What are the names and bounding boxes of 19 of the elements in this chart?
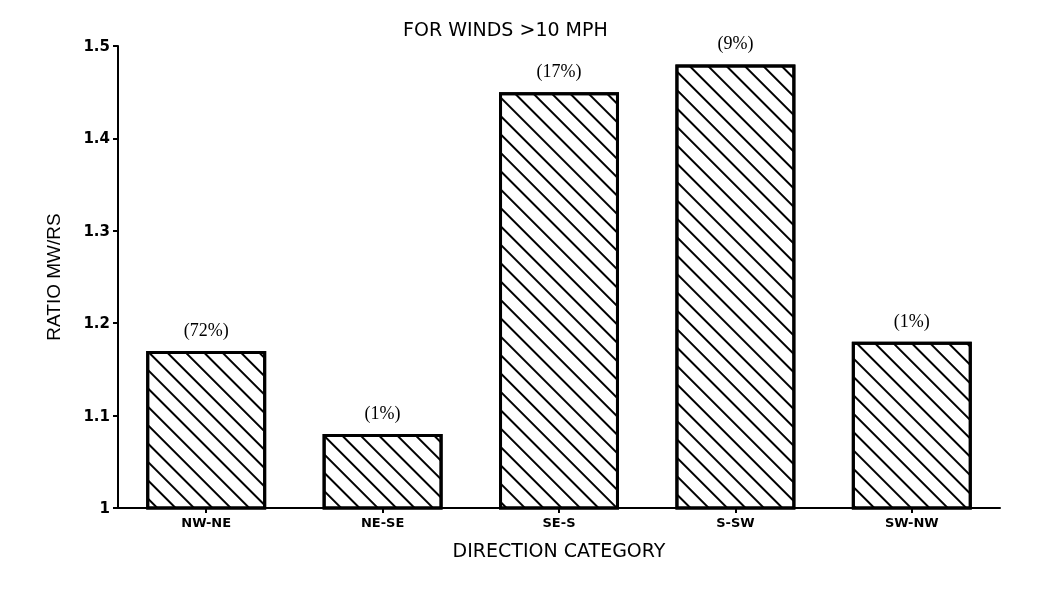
- y-tick-label: 1.2: [83, 314, 110, 333]
- chart-title: FOR WINDS >10 MPH: [403, 17, 608, 40]
- x-tick-label: NW-NE: [181, 515, 232, 530]
- x-tick-label: SE-S: [542, 515, 576, 530]
- y-tick-label: 1: [99, 499, 110, 517]
- x-axis-title: DIRECTION CATEGORY: [452, 538, 666, 561]
- annotation: (17%): [536, 61, 582, 83]
- y-tick-label: 1.1: [83, 406, 110, 425]
- annotation: (1%): [893, 310, 930, 332]
- x-tick-label: S-SW: [716, 515, 755, 530]
- x-tick-label: SW-NW: [884, 515, 939, 530]
- y-tick-label: 1.5: [83, 37, 110, 55]
- y-tick-label: 1.3: [83, 221, 110, 240]
- annotation: (72%): [183, 319, 229, 341]
- annotation: (1%): [364, 403, 401, 425]
- annotation: (9%): [717, 33, 754, 55]
- y-axis-title: RATIO MW/RS: [43, 213, 64, 341]
- x-tick-label: NE-SE: [360, 515, 405, 530]
- y-tick-label: 1.4: [83, 129, 110, 148]
